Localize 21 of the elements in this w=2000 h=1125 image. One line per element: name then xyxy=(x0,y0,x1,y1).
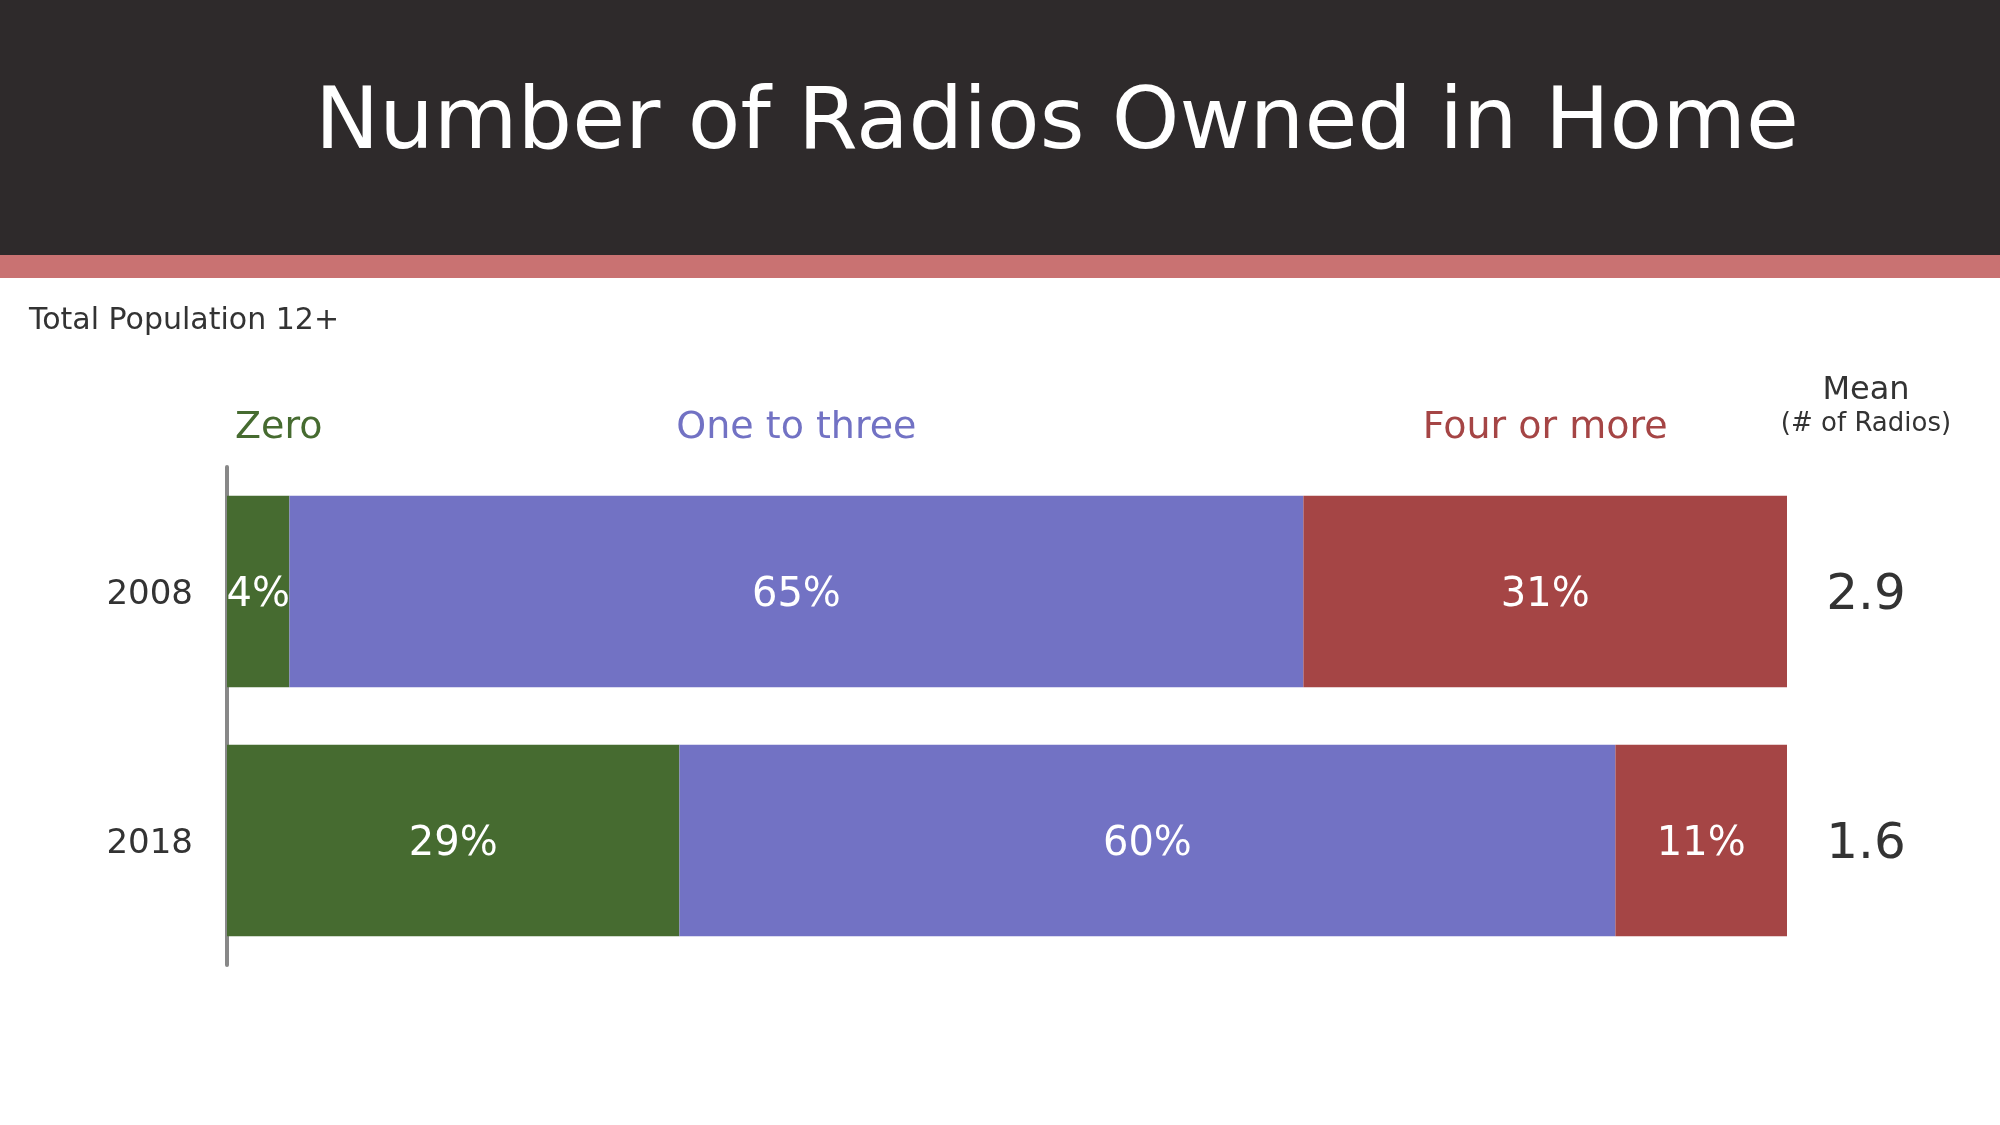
y-tick-label: 2018 xyxy=(106,820,193,861)
bar xyxy=(679,744,1616,937)
bar xyxy=(289,495,1304,688)
data-label: 29% xyxy=(408,817,498,864)
bar xyxy=(1303,495,1787,688)
series-label: Four or more xyxy=(1422,403,1668,447)
y-tick-label: 2008 xyxy=(106,571,193,612)
data-label: 31% xyxy=(1500,568,1590,615)
bar xyxy=(1615,744,1787,937)
series-label: Zero xyxy=(235,403,323,447)
text: 1.6 xyxy=(1826,811,1906,870)
data-label: 65% xyxy=(751,568,841,615)
series-label: One to three xyxy=(676,403,917,447)
text: (# of Radios) xyxy=(1780,407,1952,437)
data-label: 60% xyxy=(1102,817,1192,864)
chart-subtitle: Total Population 12+ xyxy=(28,300,340,336)
data-label: 4% xyxy=(226,568,290,615)
text: 2.9 xyxy=(1826,562,1906,621)
data-label: 11% xyxy=(1656,817,1746,864)
chart-title: Number of Radios Owned in Home xyxy=(315,68,1799,168)
text: Mean xyxy=(1822,369,1910,407)
